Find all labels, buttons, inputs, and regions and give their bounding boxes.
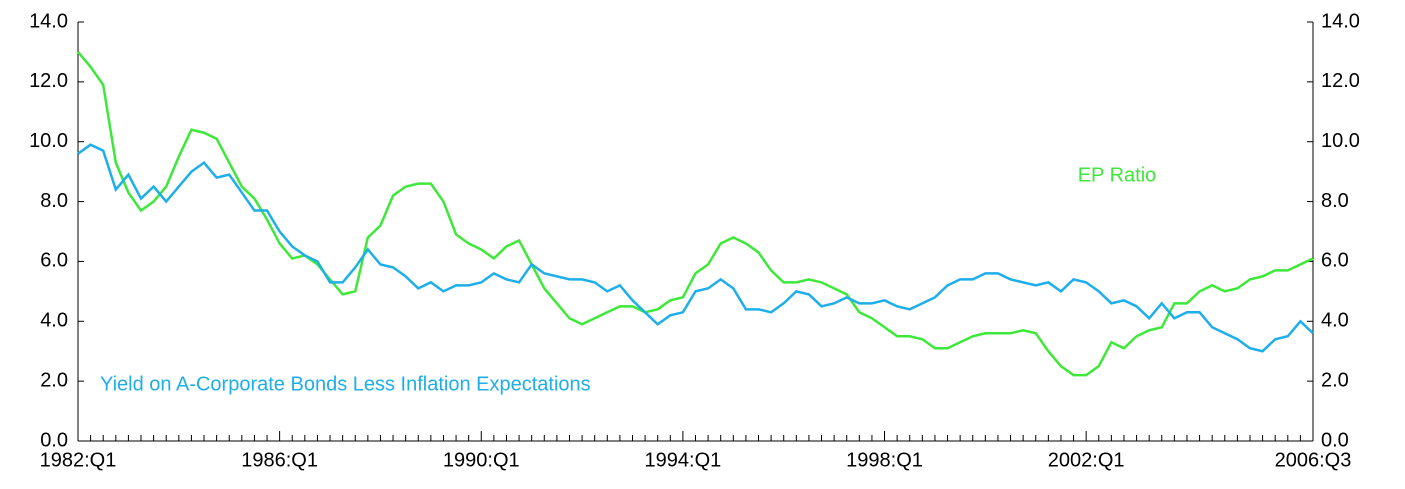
series-line: [77, 51, 1314, 377]
x-tick-label: 2006:Q3: [1275, 449, 1352, 471]
x-tick-label: 1998:Q1: [846, 449, 923, 471]
y2-tick-label: 12.0: [1321, 70, 1360, 92]
x-tick-label: 1986:Q1: [241, 449, 318, 471]
y2-tick-label: 2.0: [1321, 369, 1349, 391]
y-tick-label: 6.0: [40, 250, 68, 272]
series-label: EP Ratio: [1078, 164, 1157, 186]
y-tick-label: 2.0: [40, 369, 68, 391]
x-tick-label: 1990:Q1: [443, 449, 520, 471]
y-tick-label: 10.0: [29, 130, 68, 152]
series-label: Yield on A-Corporate Bonds Less Inflatio…: [100, 373, 591, 395]
y-tick-label: 4.0: [40, 310, 68, 332]
y-tick-label: 8.0: [40, 190, 68, 212]
x-tick-label: 1994:Q1: [645, 449, 722, 471]
y-tick-label: 14.0: [29, 10, 68, 32]
y2-tick-label: 6.0: [1321, 250, 1349, 272]
y-tick-label: 0.0: [40, 429, 68, 451]
x-tick-label: 2002:Q1: [1048, 449, 1125, 471]
y2-tick-label: 4.0: [1321, 310, 1349, 332]
y2-tick-label: 10.0: [1321, 130, 1360, 152]
x-tick-label: 1982:Q1: [40, 449, 117, 471]
y2-tick-label: 0.0: [1321, 429, 1349, 451]
y2-tick-label: 8.0: [1321, 190, 1349, 212]
y2-tick-label: 14.0: [1321, 10, 1360, 32]
y-tick-label: 12.0: [29, 70, 68, 92]
series-line: [77, 143, 1314, 353]
